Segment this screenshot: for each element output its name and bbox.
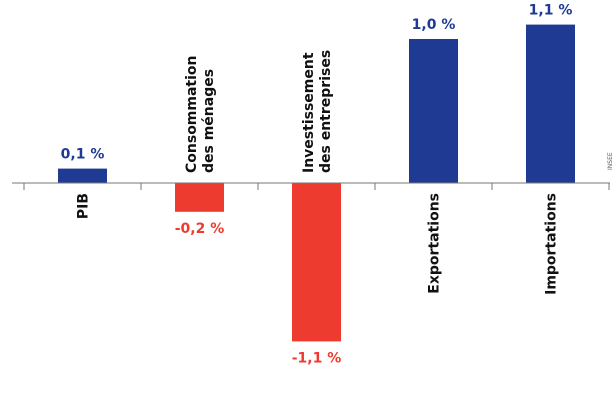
data-label: -1,1 % [292, 350, 342, 366]
bars-group [58, 24, 575, 342]
value-labels-group: 0,1 % -0,2 % -1,1 % 1,0 % 1,1 % [61, 3, 573, 367]
category-label-line: Exportations [427, 193, 443, 294]
category-label-line: des entreprises [318, 50, 334, 173]
bar [292, 183, 341, 342]
category-label-line: PIB [76, 193, 92, 219]
category-labels-group: PIB Consommationdes ménages Investissement… [76, 50, 560, 295]
data-label: 1,0 % [412, 17, 456, 33]
source-note: INSEE [607, 152, 614, 170]
category-label: Consommationdes ménages [184, 55, 217, 173]
category-label: Importations [544, 193, 560, 295]
category-label: PIB [76, 193, 92, 219]
bar [526, 24, 575, 183]
bar [409, 39, 458, 183]
bar [175, 183, 224, 212]
axis-ticks [23, 183, 610, 190]
category-label: Investissementdes entreprises [301, 50, 334, 173]
bar [58, 168, 107, 183]
category-label-line: des ménages [201, 69, 217, 173]
category-label: Exportations [427, 193, 443, 294]
category-label-line: Investissement [301, 52, 317, 173]
data-label: -0,2 % [175, 221, 225, 237]
category-label-line: Consommation [184, 55, 200, 173]
data-label: 1,1 % [529, 3, 573, 19]
category-label-line: Importations [544, 193, 560, 295]
data-label: 0,1 % [61, 147, 105, 163]
